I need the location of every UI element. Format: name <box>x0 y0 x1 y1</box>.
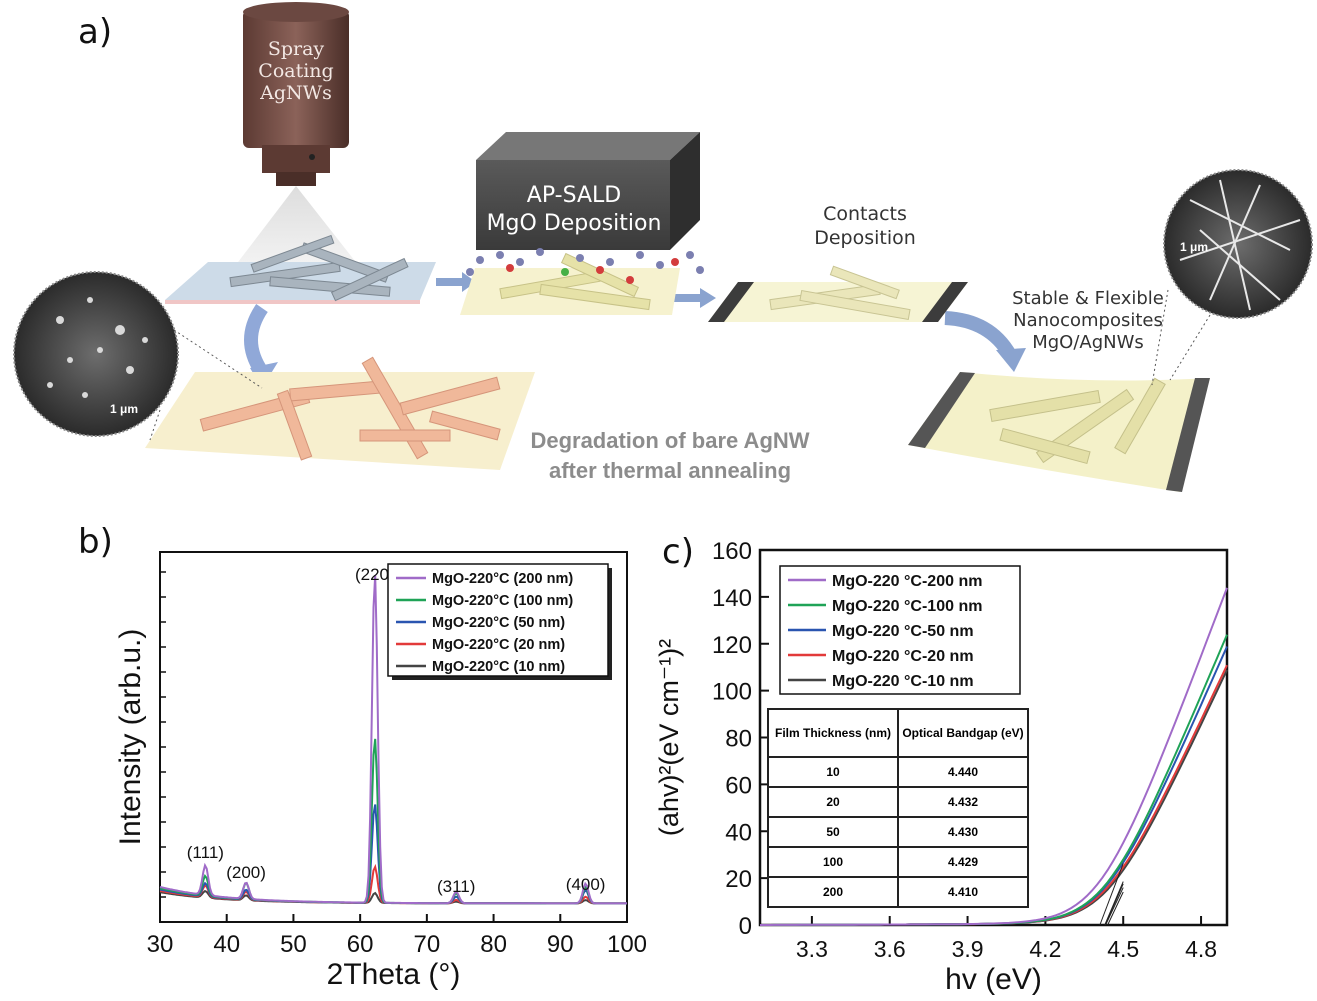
x-tick-label: 40 <box>213 931 240 958</box>
table-cell: 20 <box>767 786 899 818</box>
apsald-head <box>476 132 700 250</box>
tangent-line <box>1105 887 1124 926</box>
table-header: Film Thickness (nm) <box>767 708 899 758</box>
legend-item: MgO-220°C (10 nm) <box>432 659 565 675</box>
x-tick-label: 3.9 <box>952 936 984 962</box>
table-cell: 4.410 <box>897 876 1029 908</box>
x-tick-label: 3.3 <box>796 936 828 962</box>
x-tick-label: 4.5 <box>1107 936 1139 962</box>
x-tick-label: 4.2 <box>1029 936 1061 962</box>
table-cell: 10 <box>767 756 899 788</box>
stable-flexible-label: Stable & Flexible Nanocomposites MgO/AgNWs <box>1012 288 1164 353</box>
tauc-chart: 3.3 3.6 3.9 4.2 4.5 4.8 0 20 40 60 80 100 120 140 160 h… <box>654 540 1229 996</box>
tangent-line <box>1104 881 1124 926</box>
substrate-annealed <box>145 356 535 470</box>
legend-box <box>387 563 609 677</box>
y-tick-label: 160 <box>712 540 752 565</box>
y-tick-label: 120 <box>712 632 752 659</box>
table-row: 50 4.430 <box>767 816 1029 848</box>
panel-label-a: a) <box>78 12 113 52</box>
tangent-line <box>1099 863 1124 926</box>
y-axis-label: Intensity (arb.u.) <box>114 629 147 846</box>
curved-arrow-icon <box>944 311 1017 359</box>
table-cell: 100 <box>767 846 899 878</box>
right-arrow-icon <box>436 272 476 292</box>
series-line <box>760 587 1228 926</box>
series-line <box>159 804 627 905</box>
right-arrow-icon <box>672 288 716 308</box>
x-tick-label: 100 <box>607 931 647 958</box>
substrate-mgo <box>460 248 704 315</box>
x-tick-label: 70 <box>414 931 441 958</box>
spray-nozzle <box>232 2 362 270</box>
y-tick-label: 60 <box>725 772 752 799</box>
down-arrow-icon <box>244 304 268 376</box>
legend-item: MgO-220°C (200 nm) <box>432 571 573 587</box>
x-tick-label: 60 <box>347 931 374 958</box>
y-tick-label: 20 <box>725 866 752 893</box>
x-tick-label: 30 <box>147 931 174 958</box>
x-axis-label: hv (eV) <box>945 963 1042 996</box>
table-cell: 50 <box>767 816 899 848</box>
table-row: 10 4.440 <box>767 756 1029 788</box>
x-tick-label: 4.8 <box>1185 936 1217 962</box>
contacts-deposition-label: Contacts Deposition <box>814 203 916 249</box>
peak-annotation: (400) <box>566 875 606 894</box>
bandgap-table: Film Thickness (nm) Optical Bandgap (eV)… <box>767 708 1029 908</box>
x-axis-label: 2Theta (°) <box>327 958 461 991</box>
substrate-flexible <box>908 372 1210 492</box>
legend-item: MgO-220 °C-50 nm <box>832 623 974 640</box>
table-cell: 4.430 <box>897 816 1029 848</box>
table-cell: 4.429 <box>897 846 1029 878</box>
peak-annotation: (200) <box>226 863 266 882</box>
schematic-illustration <box>13 2 1313 492</box>
table-cell: 4.432 <box>897 786 1029 818</box>
table-row: 20 4.432 <box>767 786 1029 818</box>
y-tick-label: 140 <box>712 585 752 612</box>
scale-bar-left: 1 μm <box>110 402 139 416</box>
table-row: 200 4.410 <box>767 876 1029 908</box>
x-tick-label: 50 <box>280 931 307 958</box>
panel-label-b: b) <box>78 522 113 562</box>
plot-frame <box>159 551 628 923</box>
sem-image-right <box>1151 169 1313 386</box>
table-header: Optical Bandgap (eV) <box>897 708 1029 758</box>
y-tick-label: 40 <box>725 819 752 846</box>
substrate-contacts <box>708 265 968 322</box>
xrd-chart: 30 40 50 60 70 80 90 100 2Theta (°) Intensity (ar… <box>114 551 647 991</box>
panel-label-c: c) <box>662 532 694 572</box>
y-tick-label: 100 <box>712 679 752 706</box>
series-line <box>159 574 627 905</box>
table-row: 100 4.429 <box>767 846 1029 878</box>
peak-annotation: (111) <box>187 843 224 862</box>
peak-annotation: (311) <box>437 877 475 896</box>
apsald-label: AP-SALD MgO Deposition <box>486 183 662 236</box>
legend-item: MgO-220°C (50 nm) <box>432 615 565 631</box>
substrate-agnw <box>165 234 436 304</box>
degradation-label: Degradation of bare AgNW after thermal an… <box>530 428 810 483</box>
legend-item: MgO-220 °C-100 nm <box>832 598 982 615</box>
legend-item: MgO-220°C (20 nm) <box>432 637 565 653</box>
legend-item: MgO-220 °C-10 nm <box>832 673 974 690</box>
table-cell: 200 <box>767 876 899 908</box>
y-tick-label: 80 <box>725 726 752 753</box>
x-tick-label: 80 <box>480 931 507 958</box>
tangent-line <box>1107 891 1124 926</box>
x-tick-label: 3.6 <box>874 936 906 962</box>
peak-annotation: (220) <box>355 565 395 584</box>
legend-item: MgO-220 °C-20 nm <box>832 648 974 665</box>
legend-item: MgO-220 °C-200 nm <box>832 573 982 590</box>
y-axis-label: (ahv)²(eV cm⁻¹)² <box>654 639 684 836</box>
legend-item: MgO-220°C (100 nm) <box>432 593 573 609</box>
x-tick-label: 90 <box>547 931 574 958</box>
sem-image-left <box>13 271 263 441</box>
scale-bar-right: 1 μm <box>1180 240 1209 254</box>
table-cell: 4.440 <box>897 756 1029 788</box>
spray-coating-label: Spray Coating AgNWs <box>258 38 334 104</box>
y-tick-label: 0 <box>739 913 752 940</box>
